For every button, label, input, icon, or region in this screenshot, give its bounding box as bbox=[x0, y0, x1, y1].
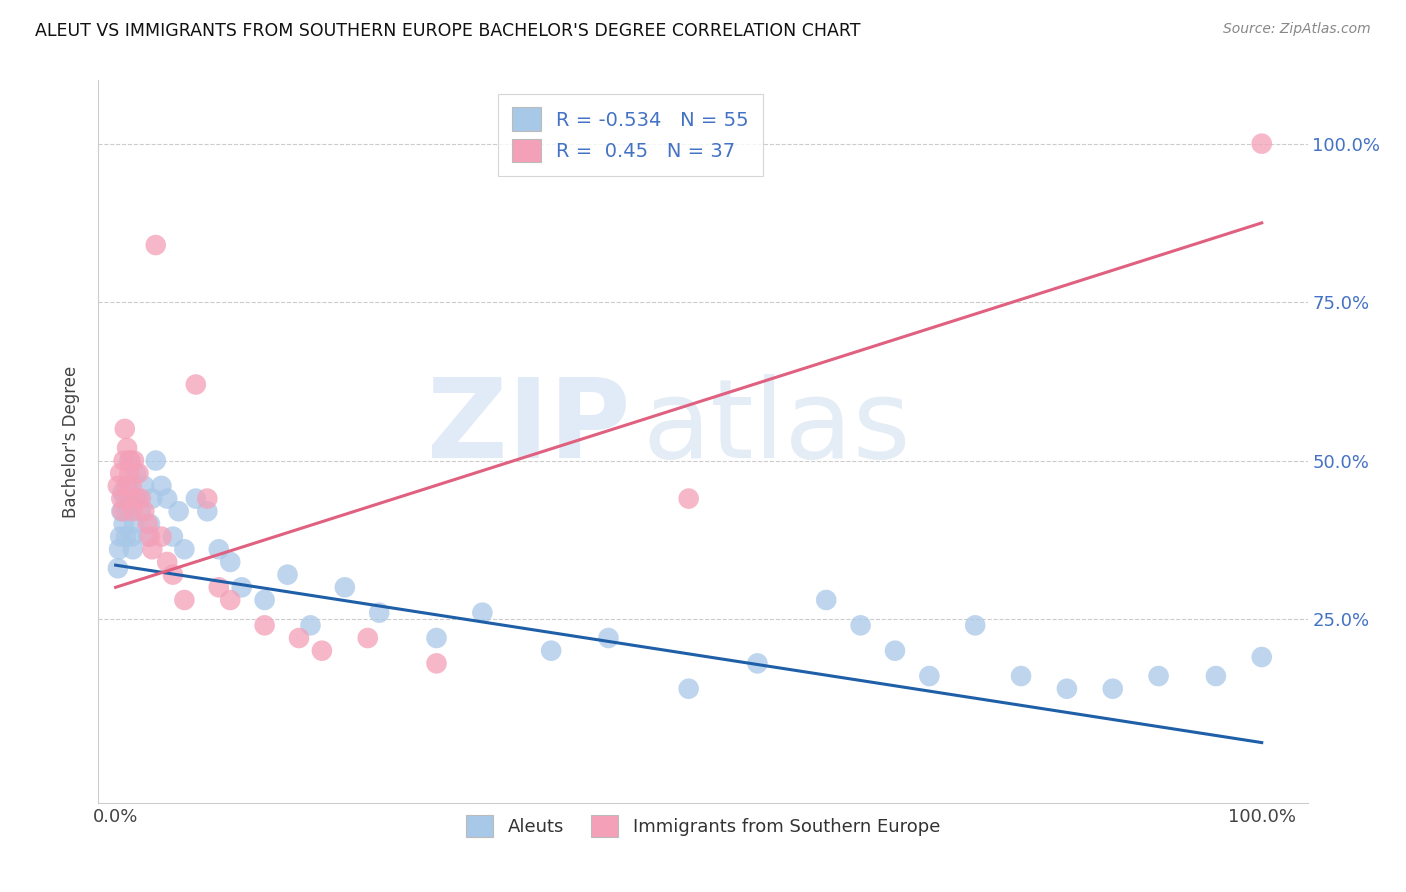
Point bbox=[115, 441, 138, 455]
Point bbox=[195, 491, 218, 506]
Point bbox=[162, 567, 184, 582]
Point bbox=[195, 504, 218, 518]
Point bbox=[115, 479, 138, 493]
Point bbox=[115, 530, 138, 544]
Point bbox=[1205, 669, 1227, 683]
Point bbox=[208, 542, 231, 557]
Point bbox=[145, 238, 167, 252]
Point bbox=[136, 530, 159, 544]
Point bbox=[125, 491, 148, 506]
Point bbox=[173, 542, 195, 557]
Point bbox=[111, 485, 134, 500]
Point bbox=[156, 491, 179, 506]
Point bbox=[112, 453, 135, 467]
Point bbox=[118, 467, 141, 481]
Point bbox=[231, 580, 253, 594]
Point bbox=[125, 467, 148, 481]
Point bbox=[219, 555, 242, 569]
Point bbox=[141, 542, 163, 557]
Point bbox=[115, 504, 138, 518]
Point bbox=[162, 530, 184, 544]
Point bbox=[122, 516, 145, 531]
Point bbox=[471, 606, 494, 620]
Point bbox=[110, 491, 132, 506]
Point bbox=[107, 479, 129, 493]
Point bbox=[1101, 681, 1123, 696]
Point bbox=[184, 491, 207, 506]
Point bbox=[136, 516, 159, 531]
Point bbox=[540, 643, 562, 657]
Point bbox=[849, 618, 872, 632]
Point bbox=[128, 467, 150, 481]
Point bbox=[1147, 669, 1170, 683]
Y-axis label: Bachelor's Degree: Bachelor's Degree bbox=[62, 366, 80, 517]
Point bbox=[167, 504, 190, 518]
Point bbox=[120, 491, 142, 506]
Point bbox=[357, 631, 380, 645]
Point bbox=[117, 479, 139, 493]
Point bbox=[108, 542, 131, 557]
Point bbox=[815, 593, 838, 607]
Point bbox=[107, 561, 129, 575]
Point bbox=[1250, 650, 1272, 665]
Point bbox=[678, 491, 700, 506]
Point bbox=[150, 530, 173, 544]
Point bbox=[311, 643, 333, 657]
Point bbox=[156, 555, 179, 569]
Point bbox=[747, 657, 769, 671]
Point bbox=[288, 631, 311, 645]
Point bbox=[114, 422, 136, 436]
Point bbox=[108, 467, 131, 481]
Point bbox=[111, 504, 134, 518]
Point bbox=[425, 657, 447, 671]
Point bbox=[134, 504, 156, 518]
Point bbox=[1250, 136, 1272, 151]
Text: ZIP: ZIP bbox=[427, 374, 630, 481]
Point bbox=[128, 491, 150, 506]
Point bbox=[134, 479, 156, 493]
Point bbox=[129, 491, 152, 506]
Point bbox=[208, 580, 231, 594]
Point bbox=[110, 504, 132, 518]
Legend: Aleuts, Immigrants from Southern Europe: Aleuts, Immigrants from Southern Europe bbox=[451, 801, 955, 852]
Point bbox=[1010, 669, 1032, 683]
Text: atlas: atlas bbox=[643, 374, 911, 481]
Point bbox=[425, 631, 447, 645]
Point bbox=[112, 516, 135, 531]
Point bbox=[114, 491, 136, 506]
Point bbox=[121, 530, 143, 544]
Point bbox=[150, 479, 173, 493]
Point bbox=[108, 530, 131, 544]
Point bbox=[299, 618, 322, 632]
Point bbox=[121, 504, 143, 518]
Point bbox=[117, 491, 139, 506]
Point bbox=[884, 643, 907, 657]
Point bbox=[253, 593, 276, 607]
Point bbox=[918, 669, 941, 683]
Point bbox=[173, 593, 195, 607]
Point bbox=[333, 580, 356, 594]
Point bbox=[121, 479, 143, 493]
Point bbox=[184, 377, 207, 392]
Point bbox=[1056, 681, 1078, 696]
Point bbox=[253, 618, 276, 632]
Point bbox=[277, 567, 299, 582]
Point bbox=[219, 593, 242, 607]
Point bbox=[145, 453, 167, 467]
Point bbox=[368, 606, 391, 620]
Point bbox=[139, 516, 162, 531]
Point bbox=[121, 542, 143, 557]
Text: Source: ZipAtlas.com: Source: ZipAtlas.com bbox=[1223, 22, 1371, 37]
Point bbox=[118, 453, 141, 467]
Point bbox=[129, 504, 152, 518]
Text: ALEUT VS IMMIGRANTS FROM SOUTHERN EUROPE BACHELOR'S DEGREE CORRELATION CHART: ALEUT VS IMMIGRANTS FROM SOUTHERN EUROPE… bbox=[35, 22, 860, 40]
Point bbox=[122, 453, 145, 467]
Point bbox=[598, 631, 620, 645]
Point bbox=[120, 453, 142, 467]
Point bbox=[965, 618, 987, 632]
Point bbox=[139, 530, 162, 544]
Point bbox=[678, 681, 700, 696]
Point bbox=[141, 491, 163, 506]
